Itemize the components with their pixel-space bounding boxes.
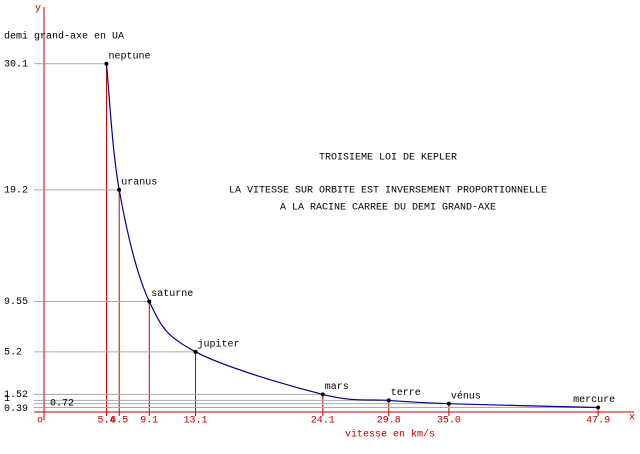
y-tick-label: 19.2	[4, 185, 28, 196]
point-label: neptune	[108, 51, 150, 62]
point	[193, 349, 198, 354]
point-label: saturne	[151, 289, 193, 300]
y-axis-label: demi grand-axe en UA	[4, 31, 124, 43]
point	[386, 398, 391, 403]
curve	[105, 63, 599, 409]
y-tick-label: 1	[4, 394, 10, 405]
point-label: vénus	[451, 390, 481, 402]
point	[320, 392, 325, 397]
origin-label: o	[37, 416, 43, 427]
x-tick-label: 5.4	[97, 416, 115, 427]
x-tick-label: 9.1	[140, 416, 158, 427]
point	[104, 61, 109, 66]
point-label: jupiter	[198, 338, 240, 350]
x-tick-label: 29.8	[377, 416, 401, 427]
y-tick-label: 0.72	[50, 398, 74, 409]
y-tick-label: 30.1	[4, 59, 28, 70]
annotation: LA VITESSE SUR ORBITE EST INVERSEMENT PR…	[229, 186, 547, 197]
x-tick-label: 6.5	[110, 416, 128, 427]
chart-title: TROISIEME LOI DE KEPLER	[319, 153, 457, 164]
x-axis-label: vitesse en km/s	[345, 429, 435, 441]
point-label: terre	[391, 388, 421, 399]
annotation: A LA RACINE CARREE DU DEMI GRAND-AXE	[280, 203, 496, 214]
y-tick-label: 5.2	[4, 347, 22, 358]
x-tick-label: 35.0	[437, 416, 461, 427]
point	[147, 299, 152, 304]
x-tick-label: 47.9	[586, 416, 610, 427]
point	[446, 401, 451, 406]
y-tick-label: 9.55	[4, 297, 28, 308]
point-label: uranus	[121, 177, 157, 188]
y-tick-label: 1.52	[4, 390, 28, 401]
y-tick-label: 0.39	[4, 404, 28, 415]
point	[117, 187, 122, 192]
y-axis-name: y	[35, 4, 41, 15]
x-axis-name: x	[629, 413, 635, 424]
point-label: mars	[325, 382, 349, 393]
point	[596, 405, 601, 410]
x-tick-label: 24.1	[311, 416, 335, 427]
x-tick-label: 13.1	[184, 416, 208, 427]
point-label: mercure	[573, 395, 615, 406]
